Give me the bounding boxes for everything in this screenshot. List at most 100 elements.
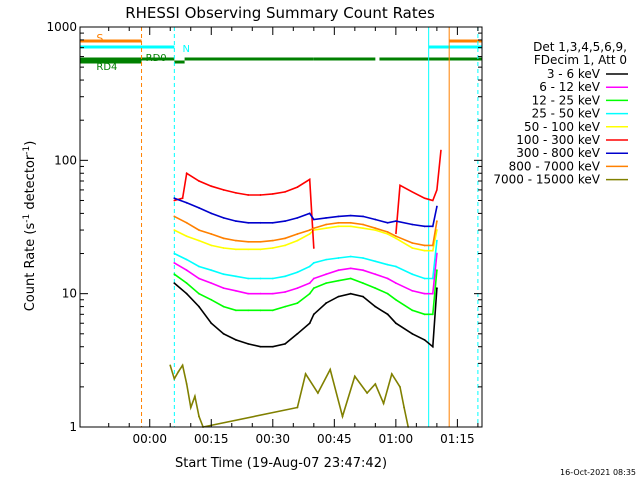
- x-tick-label: 00:45: [317, 432, 352, 446]
- series-point: [362, 257, 364, 259]
- series-point: [210, 269, 213, 272]
- series-point: [185, 201, 188, 204]
- y-tick-label: 1: [69, 420, 77, 434]
- series-point: [296, 271, 299, 274]
- series-point: [304, 373, 307, 375]
- series-point: [296, 233, 299, 235]
- legend-header-1: Det 1,3,4,5,6,9,: [533, 40, 627, 54]
- chart-title: RHESSI Observing Summary Count Rates: [125, 4, 435, 22]
- series-point: [382, 402, 385, 405]
- series-point: [386, 221, 389, 224]
- flag-label-rd0: RD0: [146, 53, 167, 64]
- series-point: [411, 289, 414, 292]
- y-tick-label: 10: [62, 287, 77, 301]
- series-point: [247, 240, 250, 243]
- series-point: [173, 377, 176, 380]
- series-line-2: [173, 270, 438, 316]
- series-point: [374, 383, 377, 385]
- series-point: [435, 205, 438, 208]
- series-point: [325, 273, 328, 276]
- series-point: [284, 244, 287, 247]
- series-point: [312, 277, 315, 280]
- series-point: [234, 339, 237, 341]
- series-point: [234, 191, 237, 194]
- series-point: [374, 260, 377, 263]
- series-point: [349, 225, 352, 228]
- series-point: [349, 255, 352, 258]
- series-point: [308, 265, 311, 268]
- series-point: [284, 275, 287, 278]
- series-point: [173, 273, 176, 276]
- series-point: [435, 287, 438, 290]
- legend-entry-label: 3 - 6 keV: [547, 67, 601, 81]
- series-point: [296, 217, 299, 219]
- series-point: [394, 322, 397, 325]
- series-point: [173, 199, 176, 202]
- series-point: [312, 218, 315, 221]
- series-point: [247, 194, 250, 196]
- series-point: [325, 227, 328, 230]
- series-point: [296, 302, 299, 304]
- series-point: [390, 373, 393, 375]
- series-point: [337, 295, 340, 298]
- series-point: [296, 332, 299, 335]
- series-point: [259, 345, 262, 348]
- series-point: [435, 229, 438, 231]
- series-point: [411, 223, 414, 226]
- series-point: [198, 292, 200, 295]
- series-point: [399, 385, 401, 388]
- series-line-5: [174, 171, 315, 249]
- series-point: [185, 235, 188, 238]
- y-axis-label-mid: detector: [23, 154, 38, 214]
- series-point: [349, 267, 352, 270]
- series-point: [198, 239, 200, 242]
- series-point: [185, 383, 188, 385]
- series-point: [173, 215, 176, 218]
- series-line-8: [169, 363, 409, 428]
- x-axis-label: Start Time (19-Aug-07 23:47:42): [175, 456, 387, 471]
- series-point: [394, 235, 397, 238]
- series-line-6: [174, 197, 438, 228]
- series-point: [349, 221, 352, 224]
- series-point: [234, 275, 237, 278]
- series-point: [423, 339, 426, 341]
- legend-header-2: FDecim 1, Att 0: [534, 53, 627, 67]
- series-point: [284, 190, 287, 193]
- series-point: [234, 220, 237, 223]
- series-point: [337, 269, 340, 272]
- series-line-4: [173, 225, 438, 252]
- series-point: [337, 221, 340, 224]
- series-point: [222, 273, 225, 276]
- flag-label-n: N: [183, 44, 190, 55]
- series-point: [222, 217, 225, 219]
- series-point: [423, 249, 426, 252]
- series-point: [337, 215, 340, 218]
- y-axis-label-close: ): [23, 141, 38, 146]
- series-point: [198, 277, 200, 280]
- series-point: [386, 233, 389, 235]
- series-point: [362, 215, 364, 218]
- series-point: [259, 309, 262, 312]
- series-point: [386, 263, 389, 266]
- series-point: [312, 247, 315, 249]
- series-line-3: [173, 240, 438, 280]
- series-point: [173, 229, 176, 231]
- series-point: [374, 305, 377, 308]
- series-point: [181, 197, 184, 200]
- series-point: [177, 370, 180, 373]
- series-point: [247, 292, 250, 295]
- series-point: [198, 415, 200, 418]
- series-point: [394, 237, 397, 240]
- series-point: [308, 292, 311, 295]
- series-point: [284, 291, 287, 293]
- legend-entry-label: 25 - 50 keV: [532, 107, 601, 121]
- series-point: [185, 221, 188, 224]
- series-point: [210, 233, 213, 235]
- series-point: [411, 247, 414, 249]
- series-point: [394, 298, 397, 301]
- series-point: [308, 233, 311, 235]
- series-point: [386, 231, 389, 233]
- series-point: [271, 277, 274, 280]
- series-point: [247, 309, 250, 312]
- series-point: [423, 277, 426, 280]
